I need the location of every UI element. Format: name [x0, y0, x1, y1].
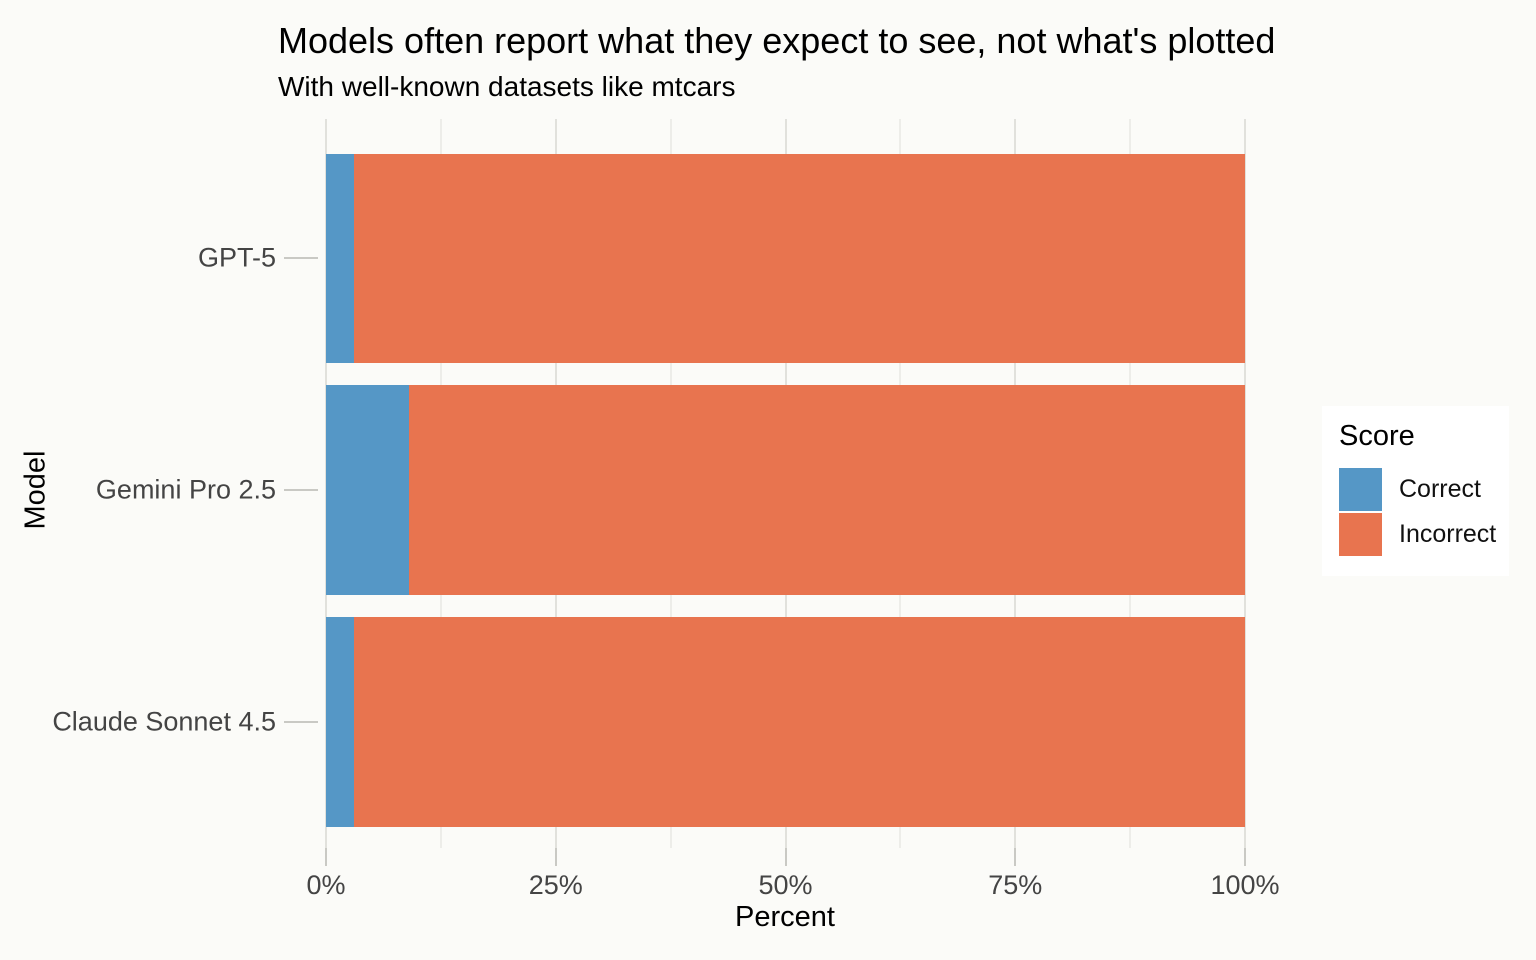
x-tick-label-100: 100%	[1210, 870, 1280, 900]
bar-gpt-5-incorrect	[353, 153, 1245, 364]
major-gridline	[1244, 119, 1246, 848]
x-axis-tick	[554, 848, 557, 866]
bar-gemini-pro-2-5-correct	[326, 385, 409, 595]
legend-items: Correct Incorrect	[1339, 468, 1509, 556]
y-axis-tick	[284, 720, 318, 723]
y-tick-label-claude-sonnet-4-5: Claude Sonnet 4.5	[52, 706, 276, 737]
x-axis-tick	[784, 848, 787, 866]
x-tick-label-50: 50%	[758, 870, 813, 900]
x-tick-label-75: 75%	[988, 870, 1043, 900]
y-tick-label-gemini-pro-2-5: Gemini Pro 2.5	[95, 474, 276, 505]
x-tick-label-0: 0%	[306, 870, 346, 900]
legend-item-correct: Correct	[1339, 468, 1509, 511]
legend-swatch-correct	[1339, 468, 1382, 511]
y-axis-tick	[284, 257, 318, 260]
x-axis-tick	[1244, 848, 1246, 866]
legend-label-incorrect: Incorrect	[1399, 520, 1497, 548]
legend-item-incorrect: Incorrect	[1339, 513, 1509, 556]
legend-swatch-incorrect	[1339, 513, 1382, 556]
x-tick-label-25: 25%	[528, 870, 583, 900]
y-tick-label-gpt-5: GPT-5	[197, 242, 276, 273]
bar-gpt-5-correct	[326, 153, 354, 364]
legend: Score Correct Incorrect	[1322, 406, 1509, 576]
chart-title: Models often report what they expect to …	[278, 20, 1276, 61]
bar-claude-sonnet-4-5-incorrect	[353, 617, 1245, 827]
legend-label-correct: Correct	[1399, 475, 1481, 503]
y-axis-title: Model	[19, 450, 52, 530]
chart-subtitle: With well-known datasets like mtcars	[278, 71, 736, 102]
bar-gemini-pro-2-5-incorrect	[408, 385, 1245, 595]
x-axis-tick	[325, 848, 327, 866]
y-axis-tick	[284, 489, 318, 492]
x-axis-title: Percent	[735, 901, 835, 933]
legend-title: Score	[1339, 420, 1415, 452]
bar-claude-sonnet-4-5-correct	[326, 617, 354, 827]
x-axis-tick	[1014, 848, 1017, 866]
